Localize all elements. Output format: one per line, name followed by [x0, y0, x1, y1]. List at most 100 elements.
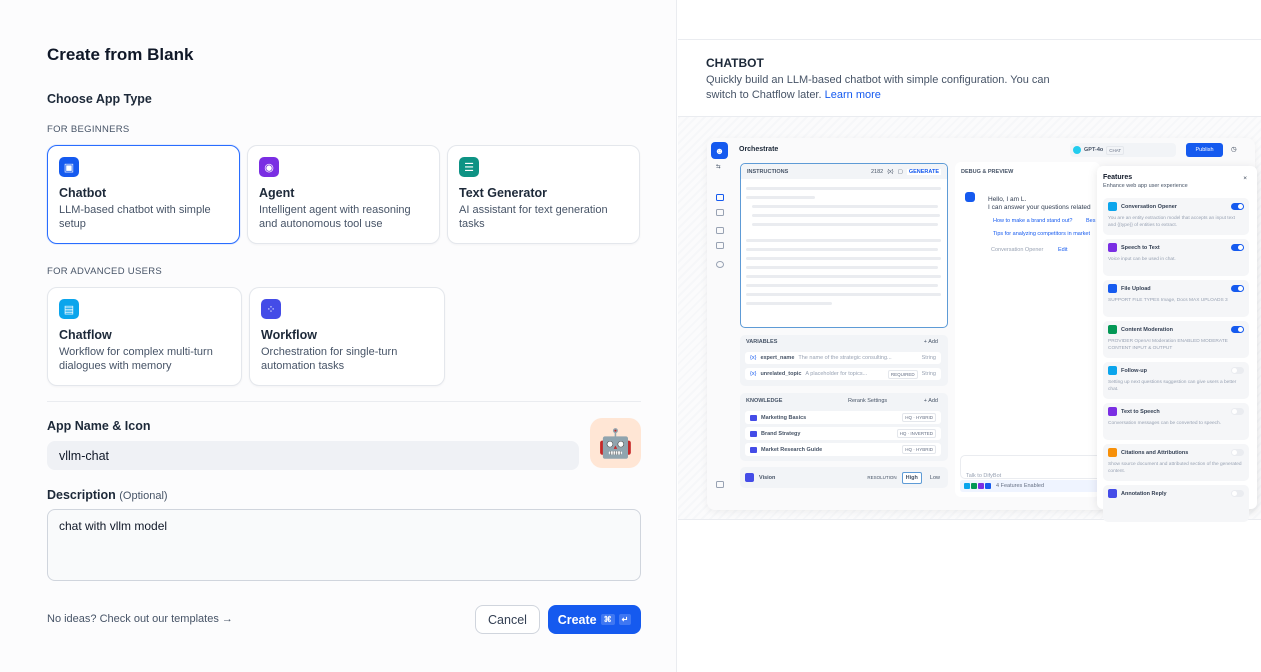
create-button[interactable]: Create ⌘ ↵ [548, 605, 641, 634]
features-enabled-text: 4 Features Enabled [996, 483, 1045, 489]
kb-name: Marketing Basics [761, 414, 807, 421]
app-name-input[interactable]: vllm-chat [47, 441, 579, 470]
annotations-icon [716, 227, 724, 234]
feature-name: Speech to Text [1121, 244, 1160, 251]
orchestrate-icon [716, 194, 724, 201]
bot-icon: ☻ [711, 142, 728, 159]
resolution-label: RESOLUTION [867, 475, 897, 480]
feature-icon [1108, 284, 1117, 293]
app-type-name: Text Generator [459, 186, 547, 200]
sidebar-toggle-icon [716, 481, 724, 488]
char-count: 2182 [870, 168, 884, 175]
optional-label: (Optional) [119, 490, 168, 502]
cancel-button[interactable]: Cancel [475, 605, 540, 634]
chatbot-icon: ▣ [59, 157, 79, 177]
feature-item: Content Moderation PROVIDER OpenAI Modera… [1103, 321, 1249, 358]
app-type-name: Chatbot [59, 186, 107, 200]
feature-desc: PROVIDER OpenAI Moderation ENABLED MODER… [1108, 339, 1228, 351]
advanced-label: FOR ADVANCED USERS [47, 266, 163, 277]
features-title: Features [1103, 174, 1133, 181]
feature-item: Speech to Text Voice input can be used in… [1103, 239, 1249, 276]
feature-icon [1108, 407, 1117, 416]
add-knowledge: + Add [923, 398, 938, 404]
beginners-label: FOR BEGINNERS [47, 124, 130, 135]
app-type-desc: Workflow for complex multi-turn dialogue… [59, 346, 213, 372]
app-type-desc: LLM-based chatbot with simple setup [59, 204, 211, 230]
app-type-name: Agent [259, 186, 295, 200]
feature-icon [1108, 325, 1117, 334]
feature-name: Conversation Opener [1121, 203, 1177, 210]
var-type: String [921, 371, 936, 377]
variable-row: {x} expert_name The name of the strategic… [745, 352, 941, 364]
feature-icon [1108, 366, 1117, 375]
var-name: expert_name [760, 355, 795, 361]
suggestion: Tips for analyzing competitors in market [993, 231, 1090, 237]
feature-name: Text to Speech [1121, 408, 1160, 415]
divider [47, 401, 641, 402]
feature-name: Citations and Attributions [1121, 449, 1189, 456]
templates-link[interactable]: No ideas? Check out our templates → [47, 613, 233, 625]
feature-toggle [1231, 326, 1244, 333]
knowledge-row: Market Research Guide HQ · HYBRID [745, 443, 941, 456]
chat-input: Talk to DifyBot [960, 455, 1105, 479]
feature-toggle [1231, 203, 1244, 210]
greeting: I can answer your questions related [988, 204, 1091, 211]
app-type-desc: Orchestration for single-turn automation… [261, 346, 398, 372]
feature-toggle [1231, 490, 1244, 497]
feature-toggle [1231, 449, 1244, 456]
feature-item: Follow-up Setting up next questions sugge… [1103, 362, 1249, 399]
variable-icon: {x} [887, 168, 894, 175]
feature-name: File Upload [1121, 285, 1151, 292]
instructions-box: INSTRUCTIONS 2182 {x} ▢ GENERATE [740, 163, 948, 328]
vision-label: Vision [759, 474, 776, 481]
feature-icon [1108, 448, 1117, 457]
chat-placeholder: Talk to DifyBot [966, 473, 1002, 479]
feature-item: Conversation Opener You are an entity ext… [1103, 198, 1249, 235]
bot-avatar [965, 192, 975, 202]
feature-desc: Conversation messages can be converted t… [1108, 421, 1222, 426]
feature-desc: Show source document and attributed sect… [1108, 462, 1242, 474]
knowledge-row: Brand Strategy HQ · INVERTED [745, 427, 941, 440]
feature-toggle [1231, 367, 1244, 374]
switch-icon: ⇆ [716, 164, 721, 170]
features-subtitle: Enhance web app user experience [1103, 183, 1188, 189]
agent-icon: ◉ [259, 157, 279, 177]
mock-header: Orchestrate [739, 146, 779, 153]
chatflow-icon: ▤ [59, 299, 79, 319]
choose-app-type-label: Choose App Type [47, 92, 152, 106]
model-name: GPT-4o [1084, 147, 1104, 153]
app-type-chatflow[interactable]: ▤ Chatflow Workflow for complex multi-tu… [47, 287, 242, 386]
feature-item: Annotation Reply [1103, 485, 1249, 522]
add-variable: + Add [923, 339, 938, 345]
history-icon: ◷ [1231, 146, 1237, 153]
vision-icon [745, 473, 754, 482]
opener-label: Conversation Opener [991, 247, 1044, 253]
description-textarea[interactable]: chat with vllm model [47, 509, 641, 581]
kb-name: Market Research Guide [761, 446, 823, 453]
app-type-desc: AI assistant for text generation tasks [459, 204, 608, 230]
variable-row: {x} unrelated_topic A placeholder for top… [745, 368, 941, 380]
app-icon-picker[interactable]: 🤖 [590, 418, 641, 468]
vision-section: Vision RESOLUTION High Low [740, 467, 948, 488]
knowledge-label: KNOWLEDGE [746, 398, 783, 404]
app-type-workflow[interactable]: ⁘ Workflow Orchestration for single-turn… [249, 287, 445, 386]
app-type-agent[interactable]: ◉ Agent Intelligent agent with reasoning… [247, 145, 440, 244]
app-name-label: App Name & Icon [47, 419, 151, 433]
var-name: unrelated_topic [760, 371, 802, 377]
enter-key-icon: ↵ [618, 614, 632, 625]
learn-more-link[interactable]: Learn more [824, 89, 881, 101]
app-type-name: Workflow [261, 328, 318, 342]
generate-button: GENERATE [906, 168, 941, 175]
app-type-chatbot[interactable]: ▣ Chatbot LLM-based chatbot with simple … [47, 145, 240, 244]
feature-item: File Upload SUPPORT FILE TYPES Image, Doc… [1103, 280, 1249, 317]
app-type-text-generator[interactable]: ☰ Text Generator AI assistant for text g… [447, 145, 640, 244]
var-tag: REQUIRED [887, 369, 918, 379]
feature-item: Text to Speech Conversation messages can … [1103, 403, 1249, 440]
close-icon: × [1243, 175, 1247, 182]
var-desc: The name of the strategic consulting... [798, 355, 892, 361]
feature-name: Content Moderation [1121, 326, 1173, 333]
workflow-icon: ⁘ [261, 299, 281, 319]
feature-desc: You are an entity extraction model that … [1108, 216, 1236, 228]
debug-label: DEBUG & PREVIEW [961, 169, 1014, 175]
features-enabled-bar: 4 Features Enabled [960, 480, 1105, 492]
